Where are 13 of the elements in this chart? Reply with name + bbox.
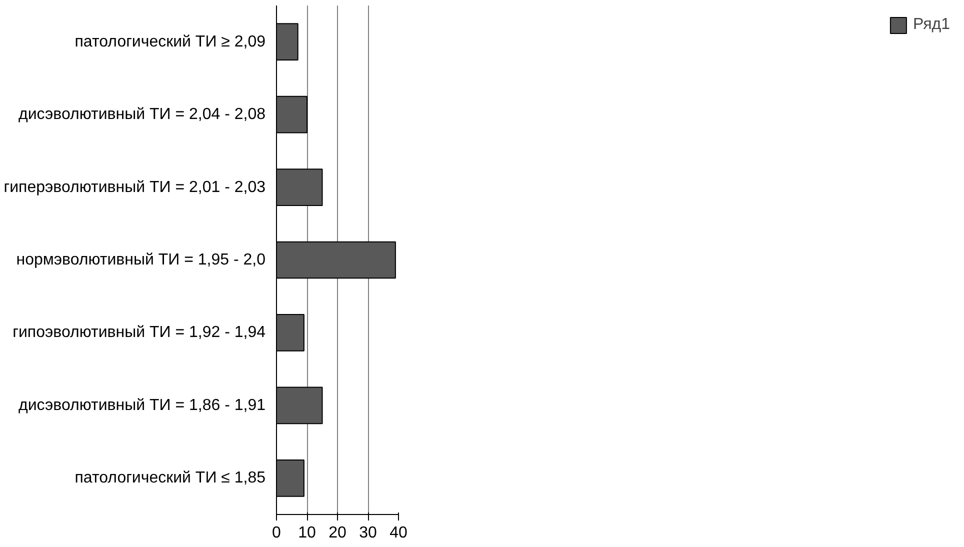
x-tick-label: 0 (272, 524, 282, 542)
y-tick-label: гиперэволютивный ТИ = 2,01 - 2,03 (4, 178, 266, 196)
x-tick-label: 30 (359, 524, 377, 542)
x-tick-label: 40 (390, 524, 408, 542)
x-tick-label: 10 (298, 524, 316, 542)
y-tick-label: патологический ТИ ≤ 1,85 (74, 470, 266, 487)
y-tick-label: патологический ТИ ≥ 2,09 (74, 33, 266, 50)
y-tick-label: дисэволютивный ТИ = 2,04 - 2,08 (18, 106, 266, 124)
y-tick-label: гипоэволютивный ТИ = 1,92 - 1,94 (12, 324, 266, 342)
y-tick-label: дисэволютивный ТИ = 1,86 - 1,91 (18, 396, 266, 414)
y-tick-label: нормэволютивный ТИ = 1,95 - 2,0 (16, 252, 266, 268)
x-tick-label: 20 (328, 524, 346, 542)
legend-label: Ряд1 (912, 16, 950, 34)
